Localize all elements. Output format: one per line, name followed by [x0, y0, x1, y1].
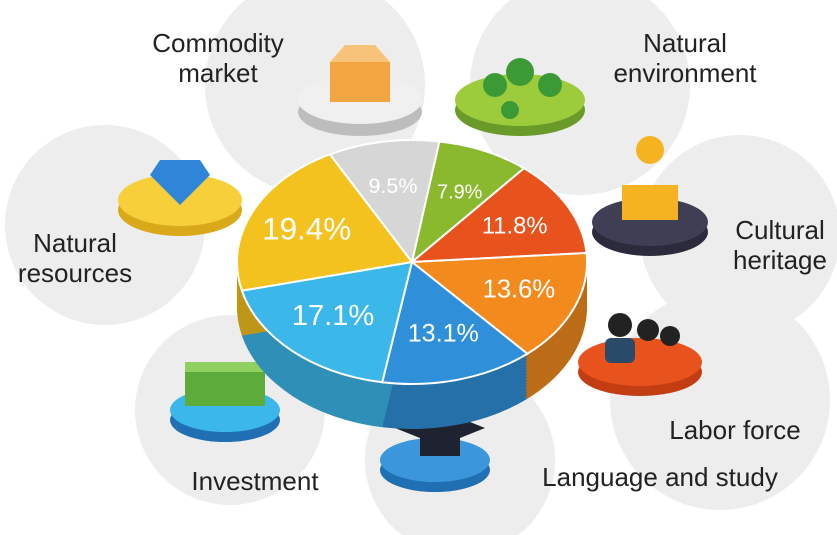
slice [410, 140, 526, 265]
icons [118, 45, 708, 492]
pie: 9.5% 7.9%11.8% 13.6%13.1% 17.1% 19.4% [236, 139, 588, 430]
slice [328, 139, 441, 265]
category-label: Labor force [669, 415, 801, 445]
slice [240, 260, 414, 384]
value-label: 19.4% [262, 211, 351, 246]
value-label: 13.6% [483, 275, 556, 303]
slice [409, 251, 588, 355]
value-label: 7.9% [437, 181, 482, 203]
category-label: Natural environment [613, 28, 757, 88]
category-label: Investment [191, 466, 319, 496]
category-label: Natural resources [17, 228, 133, 288]
slice [380, 260, 530, 385]
value-label: 17.1% [292, 300, 375, 332]
value-label: 11.8% [482, 213, 548, 240]
category-label: Commodity market [152, 28, 284, 88]
category-label: Cultural heritage [733, 215, 827, 275]
slice [236, 153, 414, 292]
category-label: Language and study [542, 462, 778, 492]
slice [409, 167, 588, 264]
value-label: 9.5% [368, 174, 417, 198]
value-label: 13.1% [408, 319, 479, 347]
